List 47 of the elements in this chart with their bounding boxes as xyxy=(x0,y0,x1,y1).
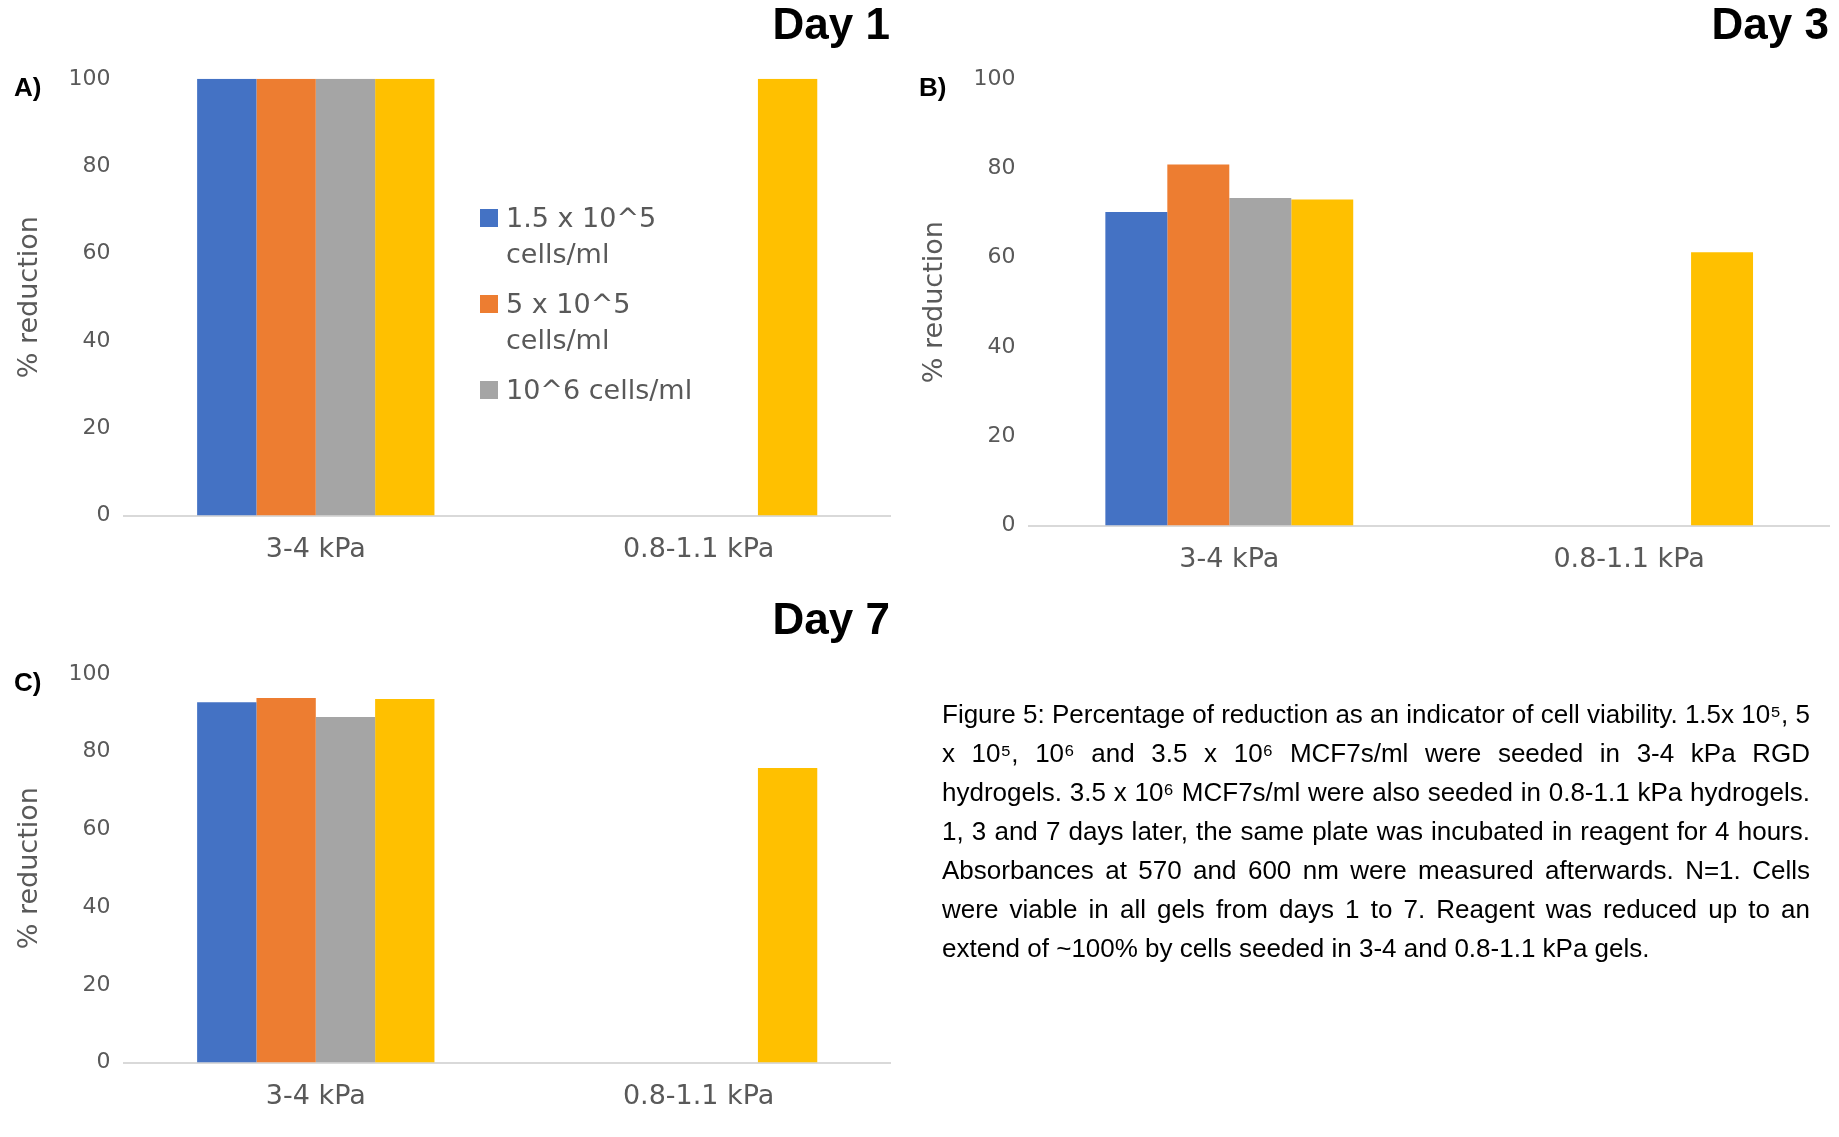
x-tick-label: 0.8-1.1 kPa xyxy=(1553,541,1705,573)
y-tick-label: 60 xyxy=(82,815,111,841)
bar xyxy=(197,702,257,1063)
y-tick-label: 20 xyxy=(987,421,1016,447)
x-tick-label: 3-4 kPa xyxy=(265,531,366,563)
y-tick-label: 60 xyxy=(987,243,1016,269)
y-tick-label: 100 xyxy=(68,64,111,90)
y-tick-label: 100 xyxy=(973,64,1016,90)
y-axis-title: % reduction xyxy=(917,221,949,384)
legend-label: 5 x 10^5 cells/ml xyxy=(506,287,632,357)
bar xyxy=(1691,252,1754,526)
chart-title: Day 7 xyxy=(772,593,890,643)
legend-label: 10^6 cells/ml xyxy=(506,373,693,407)
bar xyxy=(1105,211,1168,526)
y-tick-label: 20 xyxy=(82,413,111,439)
y-tick-label: 60 xyxy=(82,239,111,265)
bar xyxy=(375,699,435,1063)
text: C) xyxy=(14,667,42,698)
y-tick-label: 100 xyxy=(68,659,111,685)
bar xyxy=(1229,198,1292,526)
legend-label: 1.5 x 10^5 cells/ml xyxy=(506,201,658,271)
y-tick-label: 0 xyxy=(96,501,111,527)
y-tick-label: 40 xyxy=(987,332,1016,358)
y-tick-label: 0 xyxy=(1001,511,1016,537)
bar xyxy=(256,697,316,1063)
y-tick-label: 80 xyxy=(82,151,111,177)
y-tick-label: 0 xyxy=(96,1048,111,1074)
bar xyxy=(1291,199,1354,526)
y-axis-title: % reduction xyxy=(12,216,44,379)
y-tick-label: 80 xyxy=(82,737,111,763)
y-tick-label: 40 xyxy=(82,892,111,918)
x-tick-label: 0.8-1.1 kPa xyxy=(622,1078,775,1110)
y-tick-label: 40 xyxy=(82,326,111,352)
bar xyxy=(757,767,818,1063)
x-tick-label: 3-4 kPa xyxy=(1179,541,1280,573)
chart-title: Day 1 xyxy=(772,0,890,48)
chart-title: Day 3 xyxy=(1711,0,1829,48)
y-axis-title: % reduction xyxy=(12,787,44,950)
y-tick-label: 20 xyxy=(82,970,111,996)
y-tick-label: 80 xyxy=(987,153,1016,179)
bar xyxy=(1167,164,1230,526)
text: A) xyxy=(14,72,42,103)
bar xyxy=(315,716,376,1063)
x-tick-label: 0.8-1.1 kPa xyxy=(622,531,775,563)
text: B) xyxy=(919,72,947,103)
x-tick-label: 3-4 kPa xyxy=(265,1078,366,1110)
caption: Figure 5: Percentage of reduction as an indicator of cell viability. 1.5x 10⁵, 5 x 10⁵, 10⁶ and 3.5 x 10⁶ MCF7s/ml were seeded in 3-4 kPa RGD hydrogels. 3.5 x 10⁶ MCF7s/ml were also seeded in 0.8-1.1 kPa hydrogels. 1, 3 and 7 days later, the same plate was incubated in reagent for 4 hours. Absorbances at 570 and 600 nm were measured afterwards. N=1. Cells were viable in all gels from days 1 to 7. Reagent was reduced up to an extend of ~100% by cells seeded in 3-4 and 0.8-1.1 kPa gels. xyxy=(942,698,1810,965)
